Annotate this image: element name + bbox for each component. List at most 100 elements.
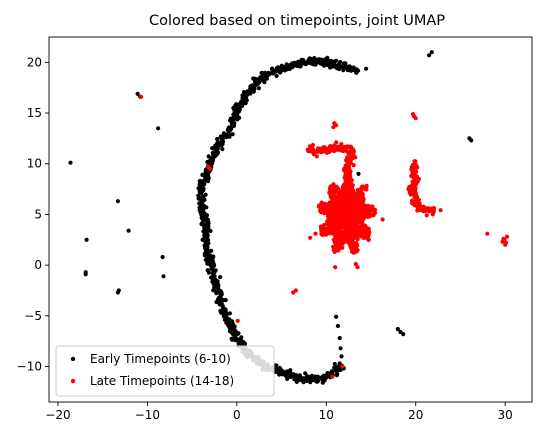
early-timepoint-point <box>218 275 223 280</box>
early-timepoint-point <box>199 196 204 201</box>
late-timepoint-point <box>410 166 415 171</box>
early-timepoint-point <box>115 290 120 295</box>
late-timepoint-point <box>331 231 336 236</box>
late-timepoint-point <box>322 229 327 234</box>
early-timepoint-point <box>234 337 239 342</box>
late-timepoint-point <box>342 175 347 180</box>
late-timepoint-point <box>342 195 348 200</box>
late-timepoint-point <box>334 218 339 223</box>
late-timepoint-point <box>342 213 347 218</box>
early-timepoint-point <box>135 91 140 96</box>
early-timepoint-point <box>237 342 242 347</box>
early-timepoint-point <box>213 147 218 152</box>
late-timepoint-point <box>413 159 418 164</box>
late-timepoint-point <box>357 217 362 222</box>
x-tick-label: −20 <box>45 408 70 422</box>
late-timepoint-point <box>359 191 364 196</box>
late-timepoint-point <box>308 235 313 240</box>
late-timepoint-point <box>348 211 354 216</box>
late-timepoint-point <box>344 222 349 227</box>
early-timepoint-point <box>204 222 209 227</box>
legend-marker-late <box>70 378 76 384</box>
early-timepoint-point <box>217 302 222 307</box>
late-timepoint-point <box>331 244 336 249</box>
late-timepoint-point <box>207 166 213 171</box>
late-timepoint-point <box>351 250 356 255</box>
early-timepoint-point <box>337 361 342 366</box>
early-timepoint-point <box>200 183 205 188</box>
early-timepoint-point <box>277 70 282 75</box>
early-timepoint-point <box>304 378 309 384</box>
late-timepoint-point <box>352 204 357 209</box>
late-timepoint-point <box>334 147 340 152</box>
early-timepoint-point <box>68 160 73 165</box>
early-timepoint-point <box>271 71 276 76</box>
late-timepoint-point <box>311 152 316 157</box>
late-timepoint-point <box>349 229 354 234</box>
late-timepoint-point <box>314 154 319 159</box>
early-timepoint-point <box>284 369 290 374</box>
late-timepoint-point <box>354 230 359 235</box>
early-timepoint-point <box>337 336 342 341</box>
early-timepoint-point <box>253 76 258 81</box>
late-timepoint-point <box>485 231 490 236</box>
late-timepoint-point <box>349 177 354 183</box>
late-timepoint-point <box>424 213 429 218</box>
late-timepoint-point <box>328 185 333 190</box>
late-timepoint-point <box>337 233 342 239</box>
late-timepoint-point <box>366 210 371 215</box>
late-timepoint-point <box>318 203 324 209</box>
early-timepoint-point <box>344 65 349 71</box>
late-timepoint-point <box>363 233 368 238</box>
early-timepoint-point <box>296 59 301 64</box>
early-timepoint-point <box>306 375 311 380</box>
late-timepoint-point <box>412 203 417 208</box>
early-timepoint-point <box>427 53 432 58</box>
late-timepoint-point <box>345 160 350 165</box>
early-timepoint-point <box>211 254 216 259</box>
early-timepoint-point <box>212 154 217 159</box>
late-timepoint-point <box>313 231 318 236</box>
late-timepoint-point <box>430 208 435 214</box>
early-timepoint-point <box>220 147 225 152</box>
late-timepoint-point <box>351 235 356 240</box>
late-timepoint-point <box>354 193 359 198</box>
late-timepoint-point <box>500 239 505 244</box>
x-tick-label: −10 <box>135 408 160 422</box>
early-timepoint-point <box>235 106 240 111</box>
early-timepoint-point <box>226 323 231 328</box>
early-timepoint-point <box>242 97 247 102</box>
late-timepoint-point <box>355 200 360 205</box>
plot-area <box>48 36 533 403</box>
early-timepoint-point <box>232 334 237 339</box>
late-timepoint-point <box>355 265 360 270</box>
late-timepoint-point <box>339 204 344 210</box>
legend: Early Timepoints (6-10) Late Timepoints … <box>55 345 275 397</box>
x-tick-label: 0 <box>233 408 241 422</box>
early-timepoint-point <box>221 135 227 140</box>
y-tick-label: 15 <box>27 106 42 120</box>
late-timepoint-point <box>344 201 349 206</box>
late-timepoint-point <box>372 207 378 212</box>
late-timepoint-point <box>410 112 416 117</box>
late-timepoint-point <box>410 172 415 177</box>
early-timepoint-point <box>312 56 317 61</box>
late-timepoint-point <box>334 229 339 234</box>
early-timepoint-point <box>216 297 221 302</box>
y-tick-label: 5 <box>34 207 42 221</box>
late-timepoint-point <box>319 229 324 234</box>
early-timepoint-point <box>429 50 434 55</box>
early-timepoint-point <box>208 228 213 234</box>
late-timepoint-point <box>359 208 364 213</box>
y-tick-label: 10 <box>27 157 42 171</box>
late-timepoint-point <box>373 210 378 215</box>
late-timepoint-point <box>326 208 331 213</box>
early-timepoint-point <box>161 274 166 279</box>
early-timepoint-point <box>338 346 343 351</box>
late-timepoint-point <box>361 229 366 234</box>
late-timepoint-point <box>139 94 144 99</box>
late-timepoint-point <box>348 144 354 149</box>
late-timepoint-point <box>343 170 348 175</box>
early-timepoint-point <box>341 61 347 66</box>
early-timepoint-point <box>156 126 161 131</box>
